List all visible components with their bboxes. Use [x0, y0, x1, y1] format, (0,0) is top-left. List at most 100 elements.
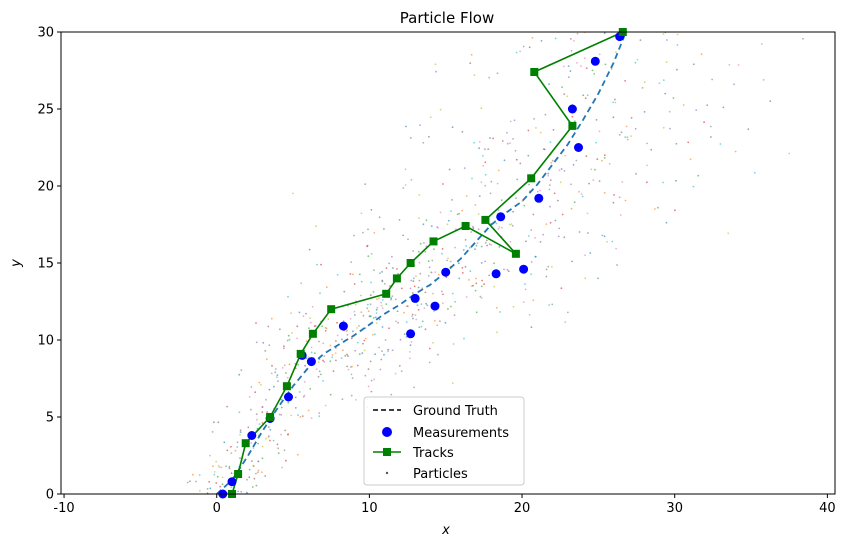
particle-point	[458, 277, 461, 280]
particle-point	[287, 401, 290, 404]
particle-point	[432, 310, 435, 313]
particle-point	[563, 93, 566, 95]
particle-point	[369, 360, 372, 363]
particle-point	[322, 342, 325, 345]
particle-point	[589, 252, 592, 254]
particle-point	[380, 304, 383, 307]
particle-point	[192, 473, 194, 476]
particle-point	[501, 140, 504, 142]
particle-point	[646, 142, 648, 145]
particle-point	[370, 281, 372, 284]
particle-point	[592, 179, 595, 182]
particle-point	[514, 149, 517, 152]
particle-point	[418, 326, 421, 329]
particle-point	[507, 270, 510, 273]
particle-point	[186, 481, 189, 484]
particle-point	[390, 298, 392, 301]
track-marker	[568, 121, 577, 130]
particle-point	[358, 353, 361, 355]
measurement-point	[247, 431, 257, 440]
particle-point	[398, 365, 401, 367]
particle-point	[317, 375, 320, 378]
particle-point	[287, 334, 290, 337]
y-axis-label: y	[9, 259, 24, 268]
particle-point	[324, 329, 327, 332]
particle-point	[268, 388, 271, 391]
particle-point	[238, 411, 241, 414]
particle-point	[580, 65, 582, 67]
particle-point	[614, 101, 617, 104]
particle-point	[239, 433, 241, 436]
particle-point	[573, 201, 576, 204]
particle-point	[446, 259, 448, 262]
particle-point	[283, 449, 286, 452]
particle-point	[366, 307, 369, 310]
particle-point	[375, 308, 378, 311]
particle-point	[624, 199, 627, 202]
particle-point	[488, 243, 491, 246]
particle-point	[646, 164, 648, 167]
particle-point	[343, 290, 346, 293]
track-marker	[530, 68, 539, 76]
particle-point	[287, 295, 289, 298]
particle-point	[489, 137, 491, 139]
y-tick-label: 20	[37, 180, 54, 195]
particle-point	[298, 311, 301, 314]
particle-point	[662, 79, 665, 81]
particle-point	[360, 212, 363, 215]
particle-point	[439, 108, 442, 111]
particle-point	[318, 412, 321, 414]
particle-point	[615, 247, 617, 250]
particle-point	[315, 368, 318, 370]
particle-point	[570, 49, 573, 52]
particle-point	[532, 299, 535, 302]
particle-point	[345, 330, 348, 333]
particle-point	[564, 321, 567, 323]
particle-point	[402, 234, 404, 237]
particle-point	[480, 181, 483, 184]
particle-point	[419, 272, 422, 275]
particle-point	[258, 423, 261, 425]
particle-point	[373, 317, 375, 319]
particle-point	[480, 285, 483, 288]
particle-point	[585, 155, 588, 158]
particle-point	[378, 297, 380, 299]
particle-point	[474, 204, 477, 206]
particle-point	[506, 142, 509, 145]
particle-point	[329, 360, 332, 362]
particle-point	[390, 393, 393, 396]
particle-point	[267, 426, 270, 428]
particle-point	[692, 185, 695, 188]
particle-point	[286, 339, 289, 342]
particle-point	[461, 266, 464, 269]
particle-point	[528, 314, 531, 316]
particle-point	[722, 106, 725, 109]
particle-point	[409, 287, 412, 290]
particle-point	[380, 358, 383, 361]
particle-point	[356, 364, 359, 367]
particle-point	[548, 184, 551, 187]
particle-point	[367, 255, 370, 258]
particle-point	[530, 273, 532, 276]
particle-point	[300, 282, 303, 285]
particle-point	[428, 266, 431, 269]
particle-point	[458, 212, 460, 215]
particle-point	[407, 238, 409, 241]
particle-point	[512, 210, 514, 213]
particle-point	[413, 285, 416, 288]
particle-point	[463, 167, 466, 170]
particle-point	[598, 130, 601, 133]
particle-point	[473, 74, 476, 77]
particle-point	[576, 62, 578, 64]
particle-point	[367, 368, 370, 370]
particle-point	[351, 377, 354, 379]
particle-point	[524, 283, 526, 285]
particle-point	[610, 68, 613, 70]
particle-point	[431, 259, 434, 262]
particle-point	[470, 53, 473, 56]
y-tick-label: 0	[46, 488, 54, 503]
particle-point	[323, 355, 326, 357]
particle-point	[469, 246, 471, 249]
particle-point	[397, 321, 399, 324]
